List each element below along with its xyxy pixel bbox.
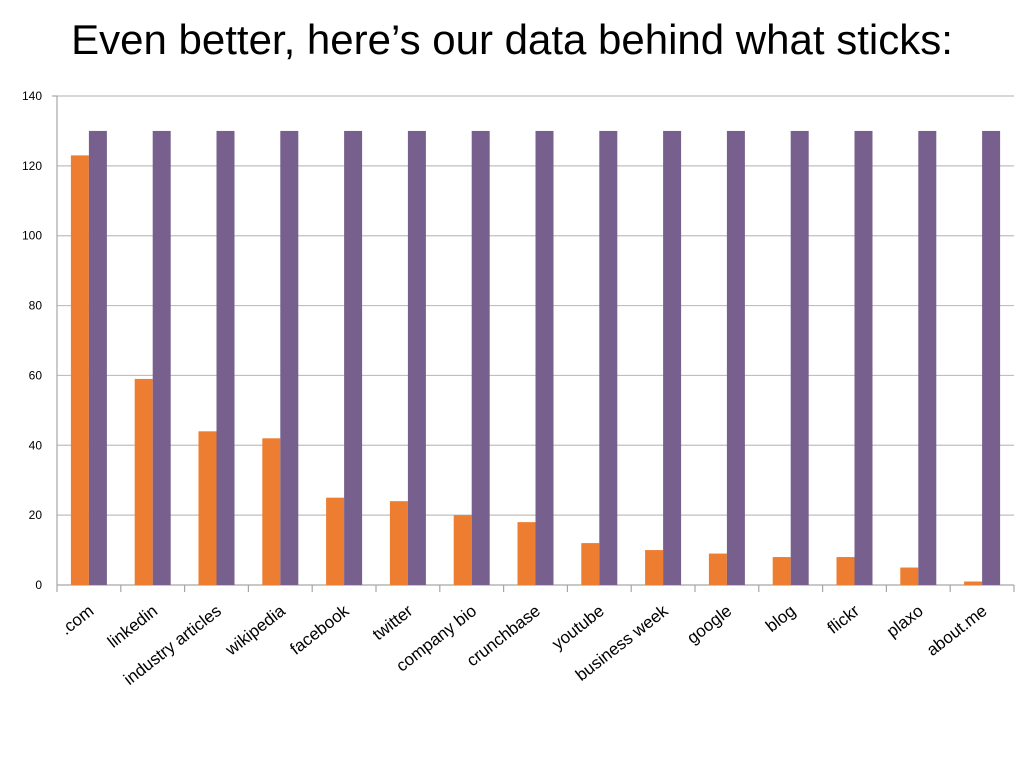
- bar-series-2-8: [599, 130, 618, 585]
- x-tick-label: plaxo: [883, 601, 927, 641]
- y-tick-label: 100: [22, 229, 42, 243]
- bar-series-1-11: [772, 557, 791, 585]
- y-tick-label: 140: [22, 89, 42, 103]
- x-tick-label: google: [683, 601, 735, 647]
- bar-series-1-8: [581, 543, 600, 585]
- x-tick-label: youtube: [548, 601, 607, 653]
- x-tick-label: about.me: [923, 601, 991, 660]
- bar-series-2-4: [344, 130, 363, 585]
- bar-series-1-4: [326, 497, 345, 585]
- bar-series-2-12: [854, 130, 873, 585]
- bar-series-1-14: [964, 581, 983, 585]
- bar-series-2-6: [471, 130, 490, 585]
- bar-series-1-12: [836, 557, 855, 585]
- x-tick-label: twitter: [369, 601, 417, 644]
- x-tick-label: blog: [762, 601, 799, 636]
- bar-series-1-2: [198, 431, 217, 585]
- y-tick-label: 0: [35, 578, 42, 592]
- bar-series-1-3: [262, 438, 281, 585]
- y-tick-label: 20: [29, 508, 43, 522]
- bar-series-1-0: [70, 155, 89, 585]
- bar-series-1-1: [134, 378, 153, 585]
- bar-series-1-6: [453, 515, 472, 585]
- bars: [70, 130, 1001, 585]
- bar-series-2-14: [982, 130, 1001, 585]
- x-tick-label: facebook: [286, 601, 352, 659]
- bar-series-2-7: [535, 130, 554, 585]
- slide-title: Even better, here’s our data behind what…: [71, 16, 953, 63]
- y-tick-label: 40: [29, 438, 43, 452]
- y-tick-label: 120: [22, 159, 42, 173]
- x-tick-label: linkedin: [104, 601, 161, 651]
- bar-series-1-9: [645, 550, 664, 585]
- bar-series-1-5: [389, 501, 408, 585]
- x-tick-label: wikipedia: [221, 601, 289, 660]
- y-tick-label: 60: [29, 368, 43, 382]
- bar-series-1-13: [900, 567, 919, 585]
- x-tick-label: flickr: [824, 601, 863, 638]
- x-tick-label: .com: [57, 601, 98, 639]
- bar-series-2-0: [88, 130, 107, 585]
- bar-series-2-10: [726, 130, 745, 585]
- y-tick-label: 80: [29, 299, 43, 313]
- bar-series-2-13: [918, 130, 937, 585]
- bar-series-1-10: [708, 553, 727, 585]
- bar-series-1-7: [517, 522, 536, 585]
- bar-series-2-5: [407, 130, 426, 585]
- bar-series-2-1: [152, 130, 171, 585]
- bar-series-2-2: [216, 130, 235, 585]
- bar-series-2-3: [280, 130, 299, 585]
- bar-series-2-9: [663, 130, 682, 585]
- bar-series-2-11: [790, 130, 809, 585]
